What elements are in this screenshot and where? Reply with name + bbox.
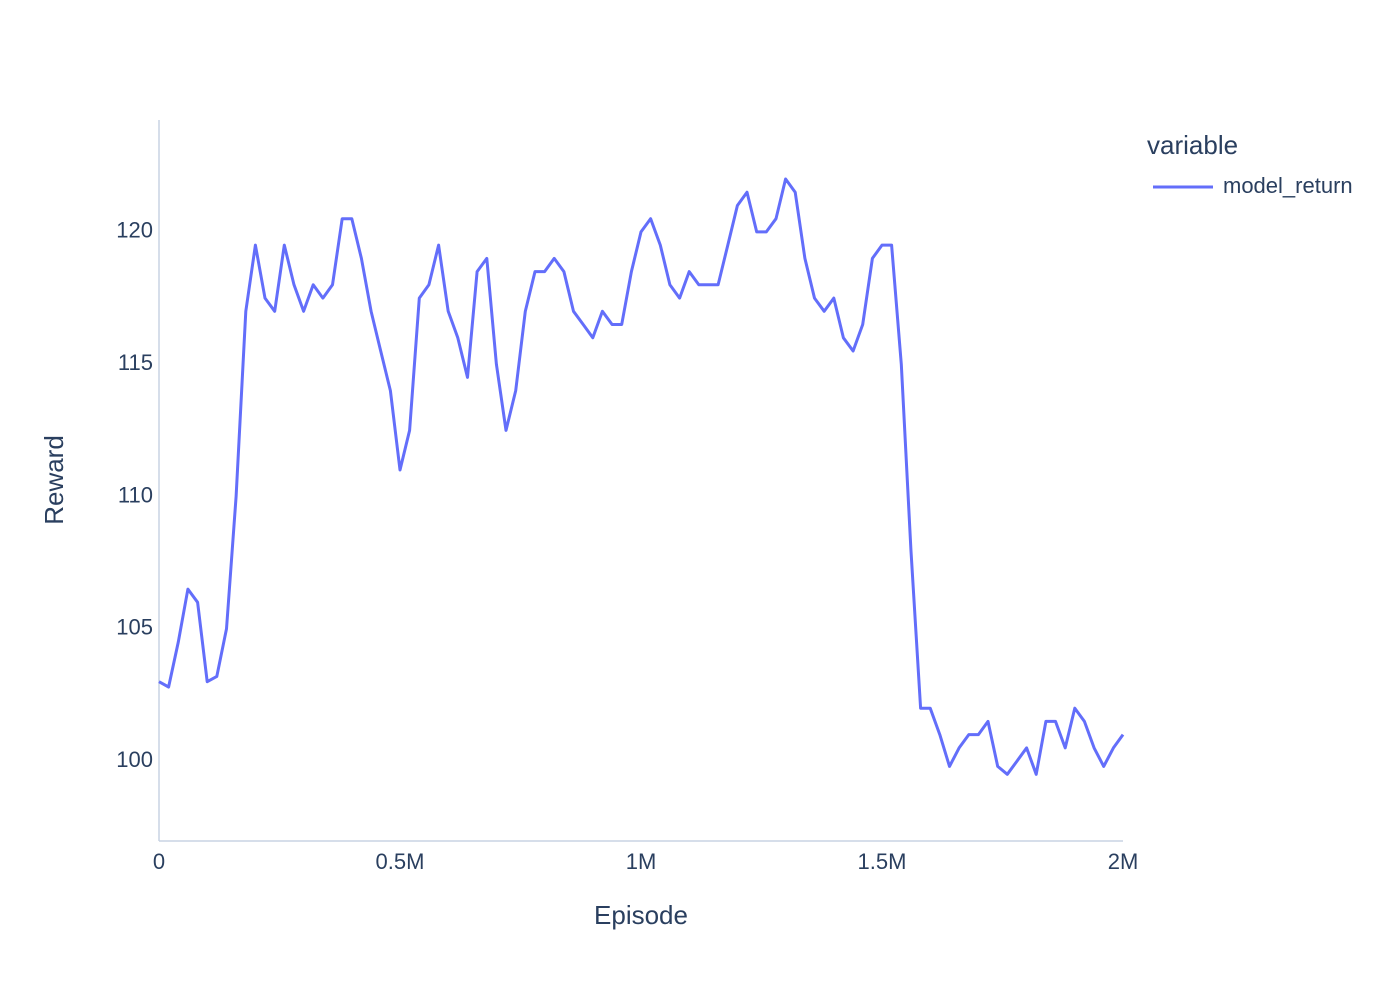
x-tick-label: 2M — [1108, 849, 1139, 874]
legend-label: model_return — [1223, 173, 1353, 198]
y-tick-label: 115 — [118, 350, 153, 375]
y-tick-label: 100 — [116, 747, 153, 772]
y-tick-label: 110 — [118, 482, 153, 507]
data-line — [158, 177, 1125, 776]
x-tick-label: 1.5M — [858, 849, 907, 874]
y-tick-label: 105 — [116, 615, 153, 640]
legend-title: variable — [1147, 130, 1238, 160]
x-tick-label: 0 — [153, 849, 165, 874]
y-axis-title: Reward — [39, 435, 69, 525]
x-tick-label: 0.5M — [376, 849, 425, 874]
x-axis-title: Episode — [594, 900, 688, 930]
x-tick-label: 1M — [626, 849, 657, 874]
y-tick-label: 120 — [116, 218, 153, 243]
